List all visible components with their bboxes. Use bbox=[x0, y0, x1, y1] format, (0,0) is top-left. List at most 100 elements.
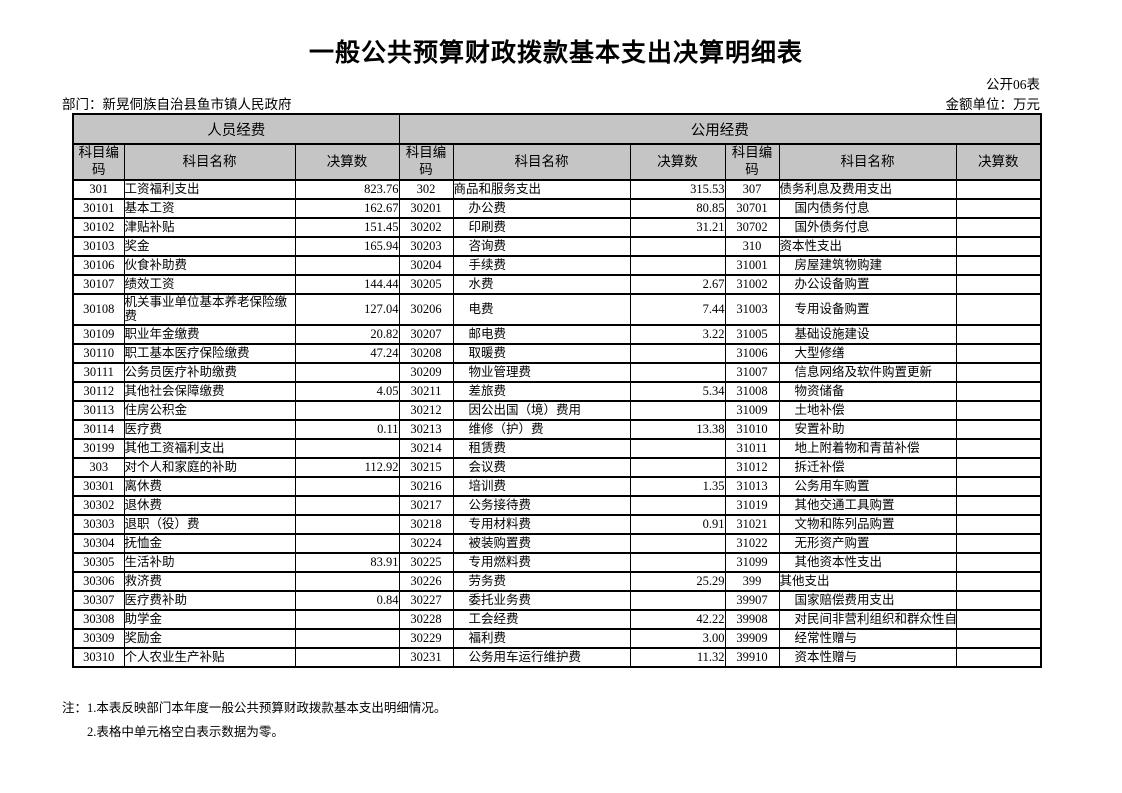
amount-cell bbox=[629, 551, 726, 573]
subject-name-cell: 退职（役）费 bbox=[123, 513, 296, 535]
amount-cell bbox=[955, 179, 1042, 200]
subject-code-cell: 30109 bbox=[72, 323, 125, 345]
subject-code-cell: 30203 bbox=[398, 236, 454, 257]
amount-header: 决算数 bbox=[294, 143, 400, 181]
subject-name-cell: 咨询费 bbox=[452, 236, 631, 257]
subject-code-cell: 31005 bbox=[724, 323, 780, 345]
subject-name-cell: 取暖费 bbox=[452, 342, 631, 364]
amount-cell: 13.38 bbox=[629, 418, 726, 440]
amount-cell: 2.67 bbox=[629, 274, 726, 295]
amount-cell bbox=[955, 627, 1042, 649]
table-row: 30308 助学金 30228 工会经费 42.22 39908 对民间非营利组织和群众性自 bbox=[72, 608, 1042, 630]
subject-code-cell: 31012 bbox=[724, 456, 780, 478]
amount-cell bbox=[955, 323, 1042, 345]
amount-cell bbox=[955, 513, 1042, 535]
subject-code-cell: 31002 bbox=[724, 274, 780, 295]
subject-code-cell: 30209 bbox=[398, 361, 454, 383]
subject-name-cell: 安置补助 bbox=[778, 418, 957, 440]
table-row: 30113 住房公积金 30212 因公出国（境）费用 31009 土地补偿 bbox=[72, 399, 1042, 421]
subject-name-cell: 奖金 bbox=[123, 236, 296, 257]
amount-cell bbox=[955, 236, 1042, 257]
amount-header: 决算数 bbox=[629, 143, 726, 181]
subject-code-header: 科目编码 bbox=[724, 143, 780, 181]
amount-cell: 315.53 bbox=[629, 179, 726, 200]
amount-cell: 5.34 bbox=[629, 380, 726, 402]
amount-cell bbox=[955, 551, 1042, 573]
subject-name-cell: 因公出国（境）费用 bbox=[452, 399, 631, 421]
subject-name-cell: 伙食补助费 bbox=[123, 255, 296, 276]
subject-name-cell: 水费 bbox=[452, 274, 631, 295]
amount-cell bbox=[955, 570, 1042, 592]
amount-cell: 3.00 bbox=[629, 627, 726, 649]
subject-name-cell: 专用燃料费 bbox=[452, 551, 631, 573]
table-row: 30303 退职（役）费 30218 专用材料费 0.91 31021 文物和陈列品购置 bbox=[72, 513, 1042, 535]
table-row: 301 工资福利支出 823.76 302 商品和服务支出 315.53 307 债务利息及费… bbox=[72, 179, 1042, 200]
subject-name-cell: 个人农业生产补贴 bbox=[123, 646, 296, 668]
subject-name-header: 科目名称 bbox=[123, 143, 296, 181]
subject-code-cell: 30306 bbox=[72, 570, 125, 592]
subject-name-cell: 电费 bbox=[452, 293, 631, 326]
subject-code-cell: 31011 bbox=[724, 437, 780, 459]
amount-cell: 7.44 bbox=[629, 293, 726, 326]
subject-code-cell: 30213 bbox=[398, 418, 454, 440]
subject-name-cell: 助学金 bbox=[123, 608, 296, 630]
subject-name-cell: 培训费 bbox=[452, 475, 631, 497]
subject-name-cell: 专用设备购置 bbox=[778, 293, 957, 326]
subject-code-cell: 30302 bbox=[72, 494, 125, 516]
amount-cell bbox=[629, 361, 726, 383]
amount-cell bbox=[629, 255, 726, 276]
subject-name-cell: 生活补助 bbox=[123, 551, 296, 573]
table-row: 30112 其他社会保障缴费 4.05 30211 差旅费 5.34 31008 物资储备 bbox=[72, 380, 1042, 402]
subject-name-cell: 公务用车购置 bbox=[778, 475, 957, 497]
meta-row: 部门：新晃侗族自治县鱼市镇人民政府 金额单位：万元 bbox=[62, 93, 1040, 113]
amount-cell bbox=[294, 570, 400, 592]
subject-code-cell: 31019 bbox=[724, 494, 780, 516]
amount-cell bbox=[955, 361, 1042, 383]
subject-name-header: 科目名称 bbox=[452, 143, 631, 181]
subject-code-cell: 310 bbox=[724, 236, 780, 257]
subject-name-cell: 其他资本性支出 bbox=[778, 551, 957, 573]
subject-code-cell: 30305 bbox=[72, 551, 125, 573]
subject-name-cell: 被装购置费 bbox=[452, 532, 631, 554]
group-header: 人员经费 bbox=[72, 113, 400, 145]
subject-name-cell: 其他交通工具购置 bbox=[778, 494, 957, 516]
amount-cell bbox=[294, 513, 400, 535]
department-label: 部门：新晃侗族自治县鱼市镇人民政府 bbox=[62, 97, 292, 112]
subject-name-cell: 医疗费 bbox=[123, 418, 296, 440]
subject-name-cell: 退休费 bbox=[123, 494, 296, 516]
table-row: 30114 医疗费 0.11 30213 维修（护）费 13.38 31010 安置补助 bbox=[72, 418, 1042, 440]
subject-name-cell: 资本性支出 bbox=[778, 236, 957, 257]
subject-code-cell: 30202 bbox=[398, 217, 454, 238]
subject-code-cell: 302 bbox=[398, 179, 454, 200]
subject-code-header: 科目编码 bbox=[398, 143, 454, 181]
subject-code-cell: 30112 bbox=[72, 380, 125, 402]
subject-code-cell: 30303 bbox=[72, 513, 125, 535]
subject-code-cell: 30204 bbox=[398, 255, 454, 276]
subject-name-cell: 大型修缮 bbox=[778, 342, 957, 364]
amount-cell: 11.32 bbox=[629, 646, 726, 668]
amount-cell bbox=[294, 494, 400, 516]
table-row: 30199 其他工资福利支出 30214 租赁费 31011 地上附着物和青苗补偿 bbox=[72, 437, 1042, 459]
amount-cell bbox=[294, 361, 400, 383]
subject-name-cell: 公务接待费 bbox=[452, 494, 631, 516]
amount-cell: 162.67 bbox=[294, 198, 400, 219]
subject-code-cell: 39908 bbox=[724, 608, 780, 630]
subject-code-cell: 31008 bbox=[724, 380, 780, 402]
subject-name-cell: 工会经费 bbox=[452, 608, 631, 630]
amount-cell: 31.21 bbox=[629, 217, 726, 238]
amount-cell bbox=[294, 475, 400, 497]
amount-cell: 42.22 bbox=[629, 608, 726, 630]
subject-name-cell: 国家赔偿费用支出 bbox=[778, 589, 957, 611]
subject-name-cell: 福利费 bbox=[452, 627, 631, 649]
subject-code-cell: 30307 bbox=[72, 589, 125, 611]
subject-name-cell: 国外债务付息 bbox=[778, 217, 957, 238]
amount-cell: 83.91 bbox=[294, 551, 400, 573]
subject-code-cell: 30211 bbox=[398, 380, 454, 402]
subject-name-cell: 公务用车运行维护费 bbox=[452, 646, 631, 668]
amount-cell: 80.85 bbox=[629, 198, 726, 219]
amount-cell bbox=[955, 646, 1042, 668]
subject-code-cell: 30110 bbox=[72, 342, 125, 364]
subject-name-cell: 抚恤金 bbox=[123, 532, 296, 554]
amount-cell bbox=[955, 293, 1042, 326]
subject-code-cell: 30308 bbox=[72, 608, 125, 630]
